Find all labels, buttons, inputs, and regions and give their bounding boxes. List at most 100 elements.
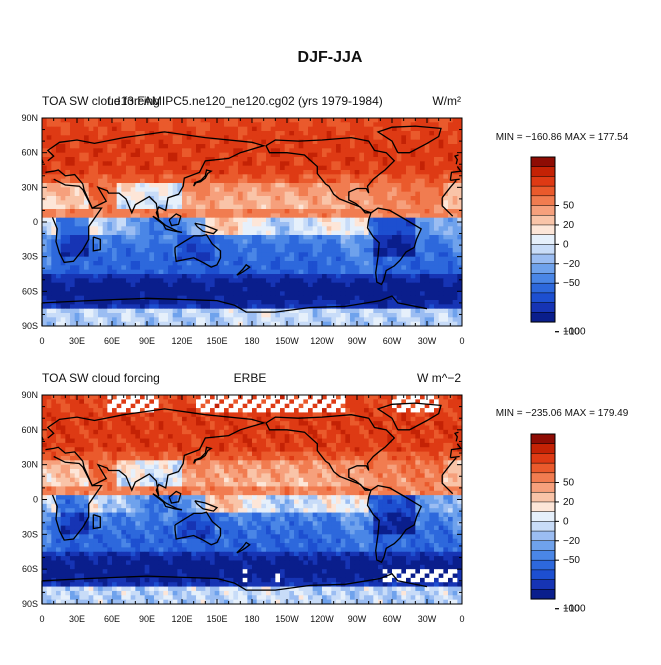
map-cell <box>140 287 145 292</box>
map-cell <box>56 257 61 262</box>
map-cell <box>266 313 271 318</box>
map-cell <box>364 205 369 210</box>
map-cell <box>401 226 406 231</box>
map-cell <box>345 218 350 223</box>
map-cell <box>121 287 126 292</box>
map-cell <box>355 257 360 262</box>
map-cell <box>131 274 136 279</box>
map-cell <box>98 317 103 322</box>
map-cell <box>65 317 70 322</box>
map-cell <box>98 278 103 283</box>
map-cell <box>397 244 402 249</box>
map-cell <box>331 205 336 210</box>
map-cell <box>411 257 416 262</box>
map-cell <box>299 218 304 223</box>
map-cell <box>303 231 308 236</box>
map-cell <box>294 412 299 417</box>
map-cell <box>149 317 154 322</box>
map-cell <box>327 218 332 223</box>
map-cell <box>350 244 355 249</box>
map-cell <box>317 291 322 296</box>
map-cell <box>233 252 238 257</box>
map-cell <box>168 174 173 179</box>
map-cell <box>98 174 103 179</box>
map-cell <box>201 317 206 322</box>
map-cell <box>369 248 374 253</box>
map-cell <box>415 404 420 409</box>
map-cell <box>280 222 285 227</box>
map-cell <box>229 170 234 175</box>
map-cell <box>84 209 89 214</box>
map-cell <box>42 317 47 322</box>
map-cell <box>210 304 215 309</box>
map-cell <box>383 140 388 145</box>
map-cell <box>75 205 80 210</box>
map-cell <box>299 166 304 171</box>
map-cell <box>294 174 299 179</box>
map-cell <box>252 161 257 166</box>
map-cell <box>247 404 252 409</box>
map-cell <box>429 170 434 175</box>
map-cell <box>140 412 145 417</box>
map-cell <box>275 404 280 409</box>
map-cell <box>126 218 131 223</box>
map-cell <box>210 127 215 132</box>
map-cell <box>448 261 453 266</box>
map-cell <box>75 196 80 201</box>
map-cell <box>261 170 266 175</box>
map-cell <box>187 404 192 409</box>
map-cell <box>401 135 406 140</box>
map-cell <box>434 213 439 218</box>
map-cell <box>448 399 453 404</box>
map-cell <box>135 213 140 218</box>
map-cell <box>397 309 402 314</box>
map-cell <box>224 127 229 132</box>
map-cell <box>387 248 392 253</box>
map-cell <box>434 274 439 279</box>
map-cell <box>243 122 248 127</box>
map-cell <box>140 153 145 158</box>
map-cell <box>173 161 178 166</box>
map-cell <box>140 265 145 270</box>
map-cell <box>196 239 201 244</box>
map-cell <box>308 244 313 249</box>
map-cell <box>140 187 145 192</box>
map-cell <box>359 153 364 158</box>
map-cell <box>425 179 430 184</box>
map-cell <box>79 170 84 175</box>
map-cell <box>411 265 416 270</box>
map-cell <box>70 248 75 253</box>
map-cell <box>453 265 458 270</box>
map-cell <box>299 127 304 132</box>
map-cell <box>285 231 290 236</box>
map-cell <box>285 209 290 214</box>
map-cell <box>107 209 112 214</box>
map-cell <box>89 283 94 288</box>
map-cell <box>401 131 406 136</box>
map-cell <box>411 404 416 409</box>
map-cell <box>313 144 318 149</box>
map-cell <box>261 270 266 275</box>
map-cell <box>434 296 439 301</box>
map-cell <box>429 270 434 275</box>
lon-tick-label: 0 <box>459 336 464 346</box>
map-cell <box>285 122 290 127</box>
map-cell <box>378 291 383 296</box>
map-cell <box>373 157 378 162</box>
map-cell <box>429 187 434 192</box>
map-cell <box>89 270 94 275</box>
map-cell <box>317 408 322 413</box>
map-cell <box>89 252 94 257</box>
map-cell <box>196 395 201 400</box>
map-cell <box>285 270 290 275</box>
map-cell <box>154 153 159 158</box>
map-cell <box>429 283 434 288</box>
map-cell <box>140 192 145 197</box>
map-cell <box>42 278 47 283</box>
map-cell <box>229 166 234 171</box>
map-cell <box>313 287 318 292</box>
map-cell <box>308 222 313 227</box>
map-cell <box>317 257 322 262</box>
map-cell <box>271 183 276 188</box>
